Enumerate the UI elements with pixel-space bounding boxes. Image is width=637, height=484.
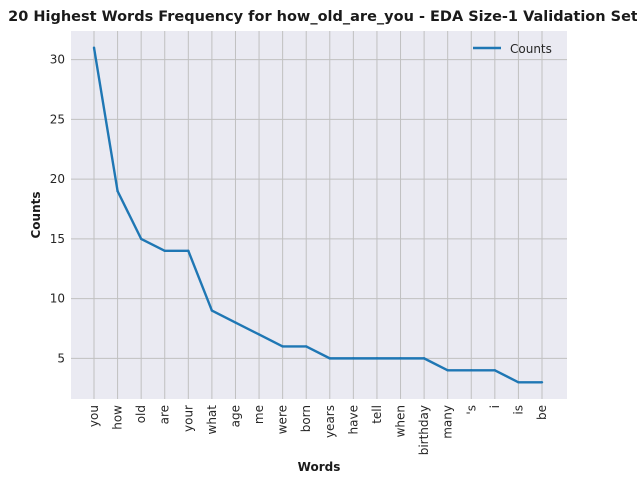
data-point [234,321,237,324]
data-point [257,333,261,336]
x-axis-ticks: you how old are your what age me were born years ha… [87,405,549,456]
y-tick-label: 30 [50,53,65,67]
data-point [187,249,190,253]
x-tick-label: many [441,405,455,439]
x-tick-label: 's [464,405,478,415]
legend: Counts [473,42,552,56]
x-tick-label: born [299,405,313,432]
x-tick-label: were [276,405,290,434]
x-tick-label: me [252,405,266,424]
x-tick-label: are [158,405,172,424]
series-line-counts [92,47,542,384]
y-tick-label: 20 [50,172,65,186]
data-point [163,249,166,253]
y-tick-label: 15 [50,232,65,246]
y-tick-label: 10 [50,292,65,306]
data-point [470,369,473,372]
data-point [422,357,426,360]
data-point [328,357,331,360]
data-point [540,381,544,384]
data-point [92,46,96,49]
x-tick-label: how [111,405,125,430]
data-point [375,357,379,360]
data-point [399,357,402,360]
x-tick-label: when [394,405,408,437]
data-point [446,369,449,372]
data-point [493,369,497,372]
y-axis-ticks: 5 10 15 20 25 30 [50,53,65,366]
plot-area [71,31,567,399]
chart-title: 20 Highest Words Frequency for how_old_a… [8,9,637,25]
data-point [210,309,214,312]
x-tick-label: have [346,405,360,434]
x-tick-label: i [488,405,502,408]
data-point [517,381,520,384]
grid-lines [71,31,567,399]
data-point [116,189,119,193]
x-tick-label: be [535,405,549,420]
x-tick-label: tell [370,405,384,424]
y-tick-label: 25 [50,112,65,126]
x-tick-label: years [323,405,337,438]
y-axis-label: Counts [29,191,43,238]
data-point [281,345,284,348]
x-tick-label: what [205,405,219,435]
data-point [305,345,308,348]
x-tick-label: old [134,405,148,423]
legend-label-counts: Counts [510,42,552,56]
x-tick-label: you [87,405,101,427]
series-layer [92,46,544,384]
x-tick-label: birthday [417,405,431,455]
x-tick-label: your [181,405,195,432]
x-tick-label: age [228,405,242,427]
y-tick-label: 5 [57,351,65,365]
x-tick-label: is [511,405,525,415]
data-point [139,237,143,241]
data-point [352,357,355,360]
x-axis-label: Words [298,460,341,474]
